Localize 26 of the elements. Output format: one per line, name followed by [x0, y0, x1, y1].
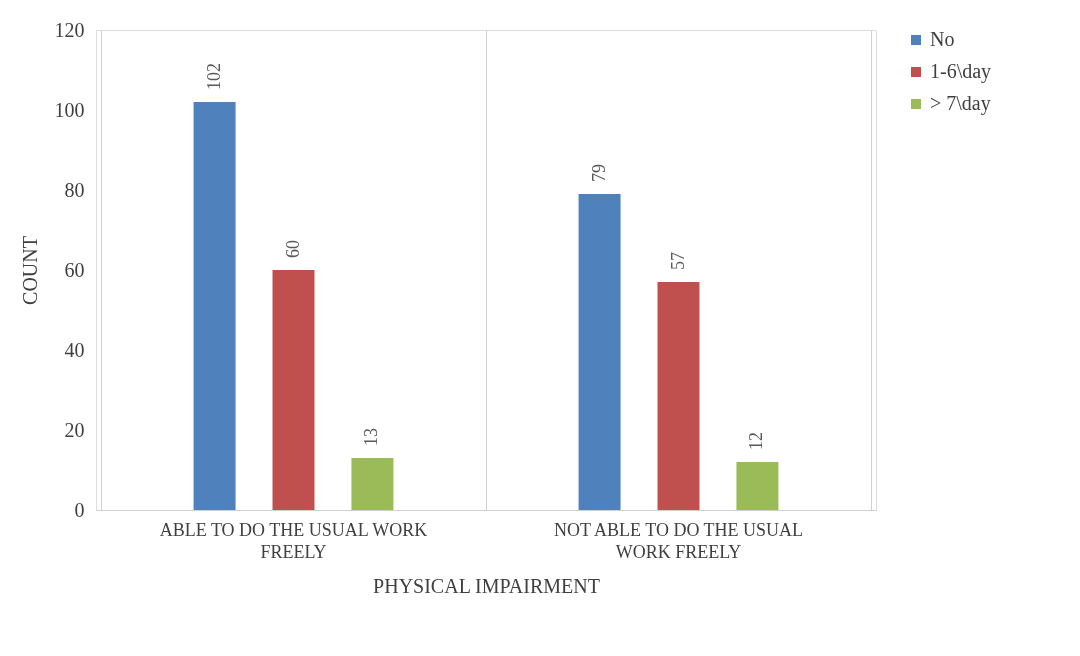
y-tick-label: 80	[64, 178, 85, 201]
bar	[657, 282, 700, 510]
bar	[193, 102, 236, 510]
legend-label: 1-6\day	[930, 60, 992, 83]
data-label: 79	[588, 164, 609, 182]
y-tick-label: 20	[64, 418, 85, 441]
y-tick-label: 0	[74, 498, 85, 521]
data-label: 57	[667, 252, 688, 270]
x-tick-label: ABLE TO DO THE USUAL WORK FREELY	[159, 520, 428, 562]
y-tick-label: 60	[64, 258, 85, 281]
bar	[272, 270, 315, 510]
bar	[351, 458, 394, 510]
data-label: 12	[746, 432, 767, 450]
y-tick-label: 100	[54, 98, 85, 121]
y-axis-title: COUNT	[18, 236, 41, 305]
legend-label: No	[930, 28, 955, 50]
data-label: 13	[361, 428, 382, 446]
bar	[578, 194, 621, 510]
y-tick-label: 120	[54, 18, 85, 41]
x-tick-label: NOT ABLE TO DO THE USUAL WORK FREELY	[553, 520, 804, 562]
data-label: 60	[282, 240, 303, 258]
y-tick-label: 40	[64, 338, 85, 361]
data-label: 102	[203, 63, 224, 90]
bar	[736, 462, 779, 510]
legend-label: > 7\day	[930, 92, 991, 115]
x-axis-title: PHYSICAL IMPAIRMENT	[373, 574, 600, 597]
